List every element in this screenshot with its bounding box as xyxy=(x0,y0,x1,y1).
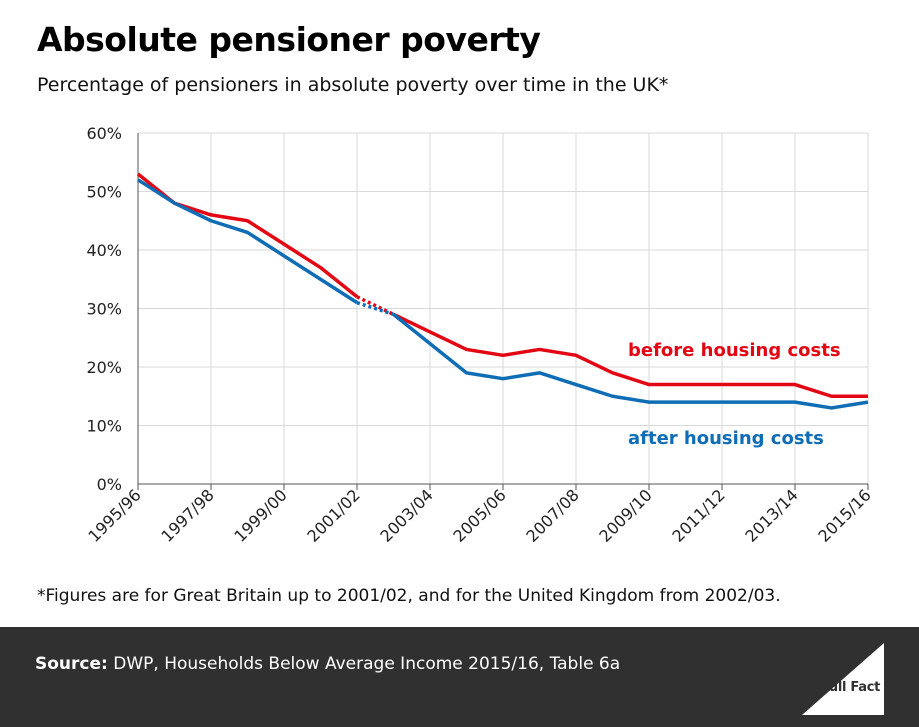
gridlines xyxy=(138,132,869,484)
x-tick-label: 2005/06 xyxy=(449,485,509,545)
y-tick-label: 60% xyxy=(86,124,122,143)
x-tick-label: 2015/16 xyxy=(814,485,874,545)
full-fact-logo xyxy=(802,643,884,715)
y-tick-label: 0% xyxy=(97,475,122,494)
x-tick-label: 1997/98 xyxy=(157,485,217,545)
source-detail: DWP, Households Below Average Income 201… xyxy=(107,654,621,674)
x-tick-label: 2007/08 xyxy=(522,485,582,545)
y-tick-label: 30% xyxy=(86,300,122,319)
series-label-before-housing-costs: before housing costs xyxy=(628,340,841,361)
line-before-break xyxy=(356,295,395,316)
y-tick-label: 10% xyxy=(86,417,122,436)
source-footer: Source: DWP, Households Below Average In… xyxy=(0,627,919,727)
chart-subtitle: Percentage of pensioners in absolute pov… xyxy=(37,74,669,96)
x-tick-label: 2001/02 xyxy=(303,485,363,545)
logo-text: Full Fact xyxy=(821,680,881,695)
x-tick-label: 2013/14 xyxy=(741,485,801,545)
line-before-gb xyxy=(136,172,359,299)
line-after-uk xyxy=(392,312,869,410)
line-before-uk xyxy=(392,312,868,398)
y-tick-label: 50% xyxy=(86,183,122,202)
x-tick-label: 1999/00 xyxy=(230,485,290,545)
x-tick-label: 1995/96 xyxy=(84,485,144,545)
x-tick-label: 2003/04 xyxy=(376,485,436,545)
source-text: Source: DWP, Households Below Average In… xyxy=(35,654,620,674)
series-label-after-housing-costs: after housing costs xyxy=(628,428,824,449)
line-after-gb xyxy=(137,178,358,305)
x-tick-label: 2009/10 xyxy=(595,485,655,545)
line-after-break xyxy=(356,300,395,317)
source-label: Source: xyxy=(35,654,108,674)
footnote: *Figures are for Great Britain up to 200… xyxy=(37,586,781,606)
line-chart: 0% 10% 20% 30% 40% 50% 60% 1995/96 1997/98 1999/0… xyxy=(84,124,874,546)
tick-labels: 0% 10% 20% 30% 40% 50% 60% 1995/96 1997/98 1999/0… xyxy=(84,124,874,546)
y-tick-label: 20% xyxy=(86,358,122,377)
y-tick-label: 40% xyxy=(86,241,122,260)
x-tick-label: 2011/12 xyxy=(668,485,728,545)
series-lines xyxy=(136,172,869,410)
axes xyxy=(137,133,869,490)
chart-title: Absolute pensioner poverty xyxy=(37,20,541,59)
